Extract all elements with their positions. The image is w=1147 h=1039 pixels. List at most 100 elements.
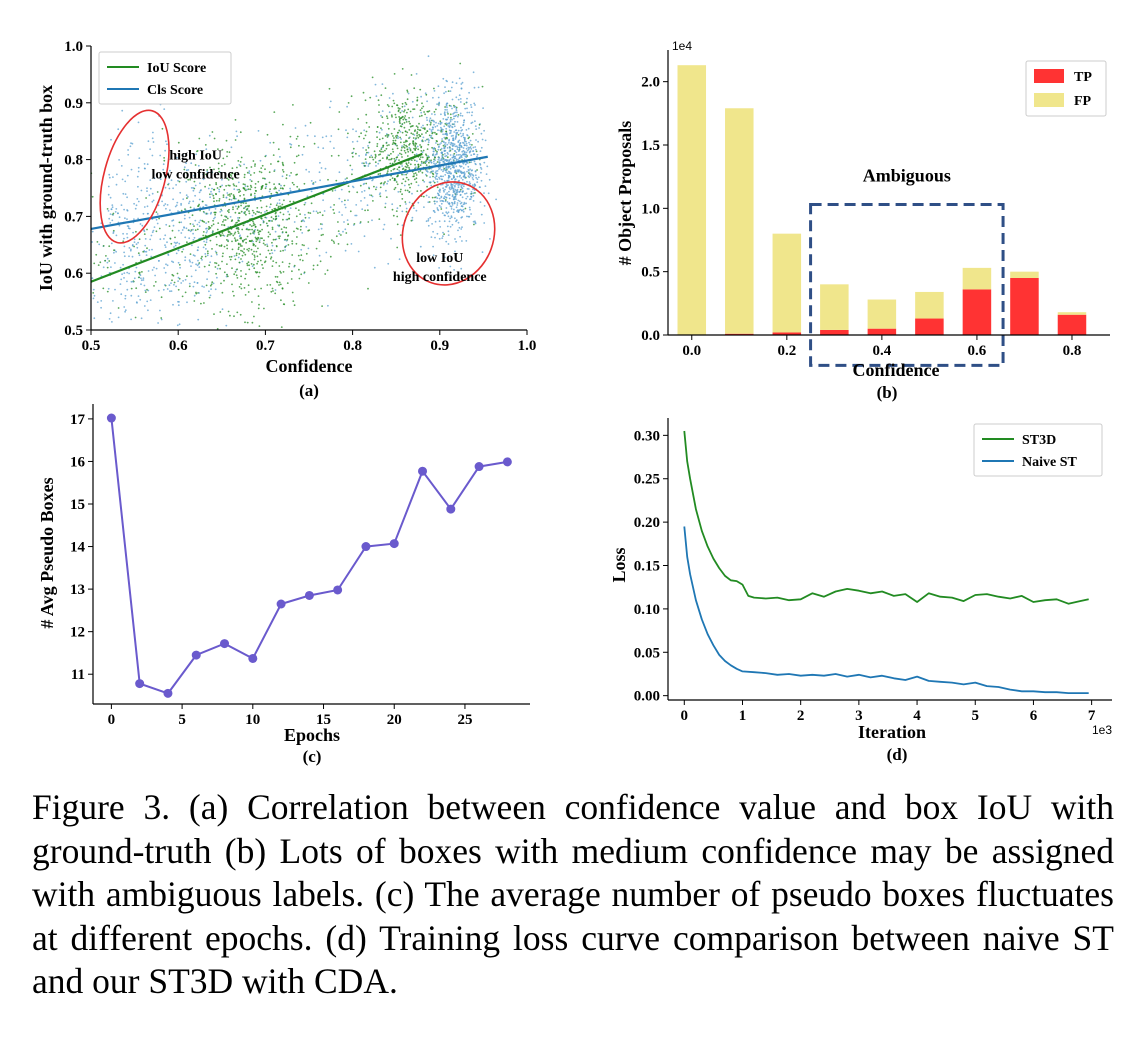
- scatter-point: [479, 166, 482, 169]
- scatter-point: [427, 143, 430, 146]
- scatter-point: [458, 157, 461, 160]
- scatter-point: [421, 133, 423, 136]
- scatter-point: [346, 177, 348, 180]
- scatter-point: [446, 143, 449, 146]
- scatter-point: [122, 192, 125, 195]
- scatter-point: [330, 155, 333, 157]
- scatter-point: [442, 166, 445, 168]
- scatter-point: [438, 237, 441, 240]
- scatter-point: [448, 194, 451, 197]
- scatter-point: [449, 143, 452, 146]
- scatter-point: [466, 134, 469, 137]
- scatter-point: [226, 192, 229, 194]
- scatter-point: [469, 146, 472, 148]
- scatter-point: [92, 288, 95, 291]
- scatter-point: [200, 257, 203, 260]
- scatter-point: [412, 140, 415, 143]
- scatter-point: [216, 228, 219, 231]
- scatter-point: [231, 178, 234, 180]
- scatter-point: [456, 111, 458, 114]
- scatter-point: [466, 111, 469, 114]
- x-tick-label: 1: [739, 708, 747, 724]
- scatter-point: [387, 105, 390, 108]
- scatter-point: [261, 237, 263, 240]
- scatter-point: [111, 219, 114, 222]
- scatter-point: [160, 296, 163, 299]
- scatter-point: [432, 173, 435, 176]
- bar-tp: [772, 332, 802, 335]
- scatter-point: [164, 186, 167, 189]
- scatter-point: [419, 158, 421, 161]
- scatter-point: [444, 108, 447, 111]
- legend-box: [98, 51, 232, 105]
- scatter-point: [413, 147, 415, 150]
- data-point: [333, 585, 343, 595]
- scatter-point: [243, 287, 246, 289]
- x-tick-label: 25: [457, 712, 472, 728]
- scatter-point: [419, 144, 421, 146]
- scatter-point: [450, 172, 452, 175]
- scatter-point: [398, 129, 401, 132]
- scatter-point: [465, 142, 468, 145]
- scatter-point: [380, 114, 382, 117]
- scatter-point: [412, 125, 414, 127]
- scatter-point: [244, 211, 247, 213]
- scatter-point: [405, 173, 407, 176]
- scatter-point: [291, 291, 294, 294]
- scatter-point: [238, 235, 241, 238]
- scatter-point: [400, 188, 402, 191]
- scatter-point: [109, 312, 112, 315]
- scatter-point: [453, 117, 455, 120]
- scatter-point: [473, 86, 476, 89]
- bar-fp: [1010, 271, 1039, 278]
- scatter-point: [409, 186, 411, 189]
- scatter-point: [406, 148, 409, 151]
- scatter-point: [433, 123, 435, 126]
- scatter-point: [266, 245, 269, 248]
- scatter-point: [401, 102, 404, 105]
- scatter-point: [299, 258, 302, 261]
- scatter-point: [266, 225, 269, 227]
- scatter-point: [404, 130, 407, 133]
- scatter-point: [454, 178, 456, 181]
- scatter-point: [215, 183, 218, 186]
- scatter-point: [240, 249, 242, 252]
- scatter-point: [449, 119, 452, 121]
- scatter-point: [142, 277, 145, 280]
- scatter-point: [444, 133, 447, 135]
- scatter-point: [179, 191, 182, 194]
- scatter-point: [428, 161, 430, 164]
- scatter-point: [474, 220, 476, 223]
- scatter-point: [463, 201, 466, 204]
- scatter-point: [470, 191, 473, 193]
- scatter-point: [398, 258, 401, 261]
- scatter-point: [468, 161, 471, 164]
- scatter-point: [418, 122, 420, 125]
- scatter-point: [295, 242, 298, 245]
- scatter-point: [107, 185, 110, 188]
- scatter-point: [398, 120, 401, 123]
- scatter-point: [279, 250, 282, 253]
- scatter-point: [474, 170, 477, 173]
- scatter-point: [390, 114, 393, 117]
- scatter-point: [470, 161, 473, 164]
- scatter-point: [388, 158, 390, 161]
- scatter-point: [160, 318, 163, 321]
- scatter-point: [145, 197, 148, 199]
- scatter-point: [166, 143, 168, 146]
- scatter-point: [314, 181, 317, 183]
- scatter-point: [274, 218, 277, 221]
- scatter-point: [386, 134, 389, 136]
- scatter-point: [173, 246, 175, 248]
- scatter-point: [401, 182, 403, 185]
- scatter-point: [445, 130, 448, 133]
- scatter-point: [464, 163, 467, 166]
- scatter-point: [465, 144, 468, 147]
- scatter-point: [236, 239, 239, 242]
- scatter-point: [213, 137, 216, 140]
- scatter-point: [454, 138, 457, 140]
- scatter-point: [186, 241, 188, 244]
- scatter-point: [273, 111, 276, 113]
- scatter-point: [445, 171, 448, 174]
